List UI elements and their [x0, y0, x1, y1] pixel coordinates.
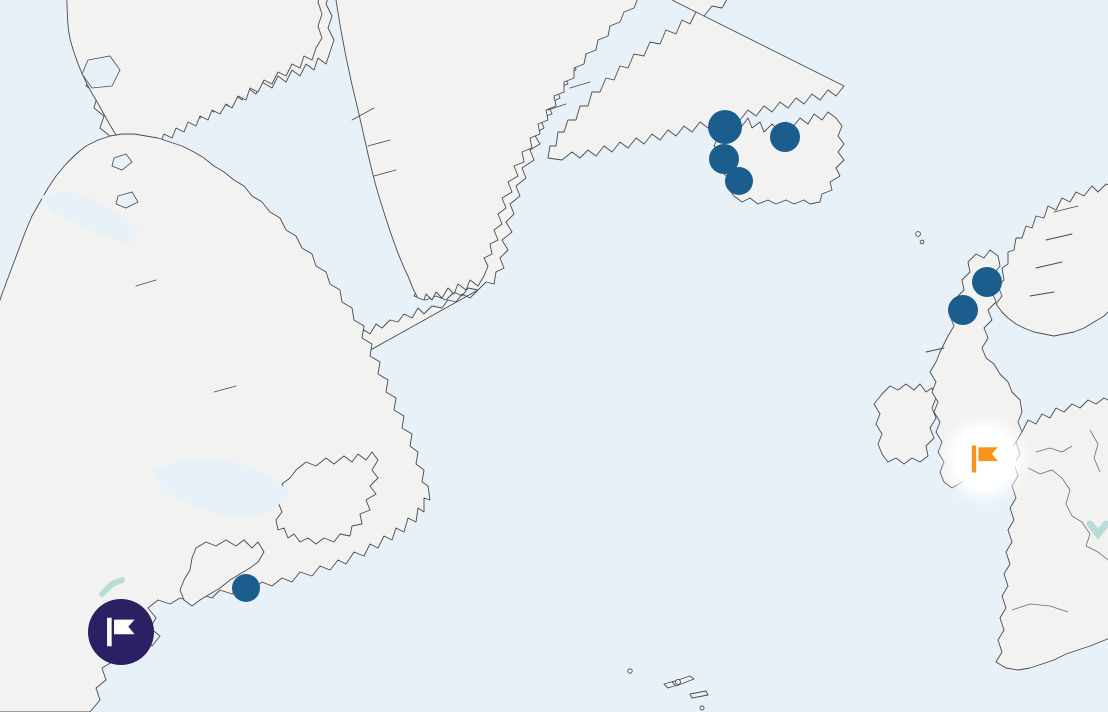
coastline-detail-layer: [135, 81, 1079, 393]
landmass-greenland-body: [547, 0, 845, 161]
inland-water-layer: [40, 55, 290, 518]
fjord-norway-4: [1029, 291, 1055, 297]
marker-iceland-northwest[interactable]: [708, 110, 742, 144]
border-france-germany: [1061, 477, 1073, 517]
inlet-baffin-1: [135, 279, 157, 287]
border-germany-east: [1089, 429, 1101, 473]
fjord-greenland-west-3: [373, 169, 397, 177]
fjord-greenland-east-1: [547, 103, 567, 111]
border-france-spain: [1011, 603, 1069, 613]
landmass-newfoundland: [275, 451, 379, 545]
water-hudson-strait: [40, 190, 140, 244]
greenland-outline: [335, 0, 638, 301]
fjord-norway-3: [1035, 261, 1063, 269]
island-faroe-2: [919, 239, 925, 245]
island-azores-4: [675, 679, 681, 685]
fjord-greenland-west-1: [351, 107, 375, 121]
route-segment-central-europe: [1086, 520, 1108, 540]
island-azores-6: [699, 705, 705, 711]
flag-icon: [107, 617, 135, 647]
marker-iceland-north[interactable]: [770, 122, 800, 152]
water-gulf-st-lawrence: [150, 458, 290, 518]
marker-north-sea-east[interactable]: [972, 267, 1002, 297]
border-italy-north: [1085, 545, 1108, 561]
landmass-labrador-quebec: [0, 133, 431, 712]
country-border-layer: [1011, 429, 1108, 613]
water-lake-1: [111, 153, 133, 171]
island-faroe: [915, 231, 921, 237]
route-layer: [99, 577, 125, 597]
border-france-belgium: [1027, 467, 1063, 479]
fjord-norway-2: [1045, 233, 1073, 241]
fjord-greenland-west-2: [367, 139, 391, 147]
water-lake-2: [115, 191, 139, 209]
landmass-continental-europe: [995, 397, 1108, 671]
fjord-greenland-east-2: [569, 81, 591, 89]
island-azores-5: [689, 690, 709, 699]
inlet-scotland-1: [925, 347, 945, 353]
island-azores-1: [627, 668, 633, 674]
marker-england-flag[interactable]: [954, 428, 1016, 490]
marker-new-england-flag[interactable]: [88, 599, 154, 665]
marker-nova-scotia[interactable]: [232, 574, 260, 602]
water-foxe-basin: [81, 55, 121, 89]
border-belgium-netherlands: [1035, 445, 1073, 453]
landmass-great-britain: [929, 249, 1023, 489]
inlet-labrador-1: [213, 385, 237, 393]
landmass-norway-sweden: [995, 183, 1108, 337]
route-segment-new-england: [99, 577, 125, 597]
landmass-ireland: [873, 383, 937, 465]
marker-iceland-southwest[interactable]: [725, 167, 753, 195]
fjord-norway-1: [1053, 205, 1079, 213]
marker-north-sea-scotland[interactable]: [948, 295, 978, 325]
flag-icon: [971, 445, 998, 473]
border-france-switzerland: [1071, 515, 1091, 547]
